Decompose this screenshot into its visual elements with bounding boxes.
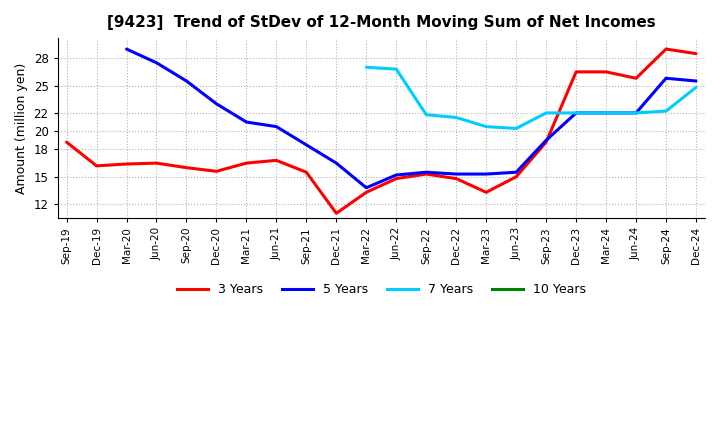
Y-axis label: Amount (million yen): Amount (million yen)	[15, 62, 28, 194]
Legend: 3 Years, 5 Years, 7 Years, 10 Years: 3 Years, 5 Years, 7 Years, 10 Years	[171, 279, 591, 301]
Title: [9423]  Trend of StDev of 12-Month Moving Sum of Net Incomes: [9423] Trend of StDev of 12-Month Moving…	[107, 15, 656, 30]
